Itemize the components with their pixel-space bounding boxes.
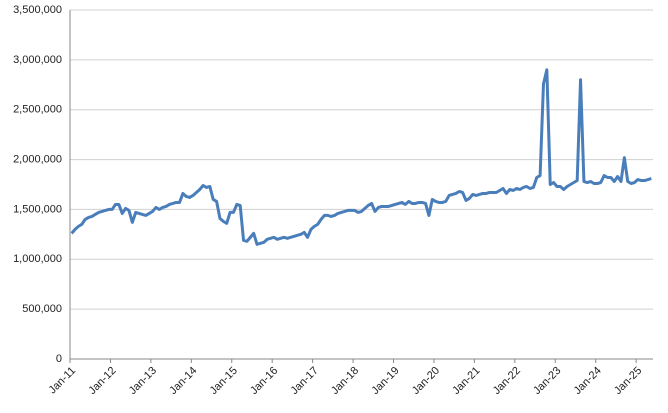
y-tick-label: 500,000 — [22, 303, 62, 315]
x-tick-label: Jan-22 — [491, 365, 523, 397]
y-tick-label: 3,500,000 — [13, 4, 62, 16]
y-tick-label: 3,000,000 — [13, 54, 62, 66]
x-tick-label: Jan-11 — [46, 365, 78, 397]
x-tick-label: Jan-16 — [248, 365, 280, 397]
x-tick-label: Jan-17 — [289, 365, 321, 397]
x-tick-label: Jan-19 — [369, 365, 401, 397]
x-tick-label: Jan-18 — [329, 365, 361, 397]
x-tick-label: Jan-13 — [127, 365, 159, 397]
x-tick-label: Jan-15 — [208, 365, 240, 397]
x-tick-label: Jan-24 — [572, 365, 604, 397]
x-tick-label: Jan-14 — [167, 365, 199, 397]
y-tick-label: 1,000,000 — [13, 253, 62, 265]
y-tick-label: 1,500,000 — [13, 203, 62, 215]
x-tick-label: Jan-21 — [450, 365, 482, 397]
x-tick-label: Jan-20 — [410, 365, 442, 397]
data-line — [70, 68, 652, 246]
y-tick-label: 2,000,000 — [13, 153, 62, 165]
x-tick-label: Jan-25 — [612, 365, 644, 397]
x-tick-label: Jan-23 — [531, 365, 563, 397]
y-tick-label: 0 — [56, 353, 62, 365]
y-tick-label: 2,500,000 — [13, 104, 62, 116]
x-tick-label: Jan-12 — [86, 365, 118, 397]
